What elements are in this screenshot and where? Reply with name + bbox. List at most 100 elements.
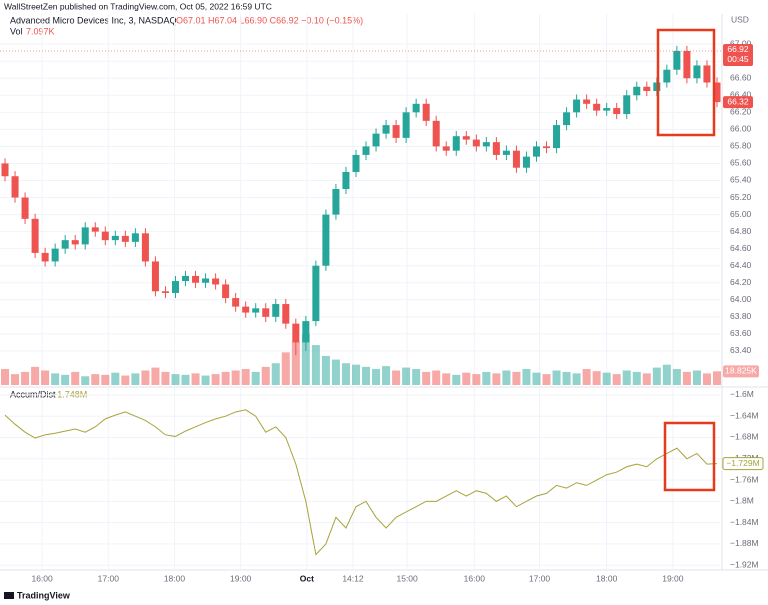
volume-bar — [612, 374, 621, 385]
volume-bar — [341, 363, 350, 385]
x-tick-label: 18:00 — [164, 573, 186, 583]
volume-bar — [692, 370, 701, 385]
volume-bar — [271, 363, 280, 385]
volume-bar — [131, 373, 140, 385]
candle-body — [262, 308, 270, 317]
y-tick-label: 63.40 — [730, 345, 752, 355]
y-tick-label: −1.92M — [730, 559, 759, 569]
ohlc-legend: O67.01 H67.04 L66.90 C66.92 −0.10 (−0.15… — [176, 15, 363, 25]
y-tick-label: −1.76M — [730, 474, 759, 484]
candle-body — [272, 304, 280, 317]
volume-bar — [181, 374, 190, 385]
indicator-title: Accum/Dist — [10, 389, 56, 399]
y-tick-label: 65.40 — [730, 175, 752, 185]
candle-body — [673, 50, 681, 70]
highlight-box — [656, 28, 716, 137]
candle-body — [683, 50, 691, 79]
candle-body — [603, 108, 611, 111]
volume-bar — [602, 372, 611, 385]
candle-body — [131, 233, 139, 242]
volume-bar — [121, 375, 130, 385]
volume-bar — [562, 371, 571, 385]
x-tick-label: 18:00 — [596, 573, 618, 583]
volume-bar — [51, 373, 60, 385]
volume-bar — [261, 366, 270, 385]
y-tick-label: 66.40 — [730, 90, 752, 100]
volume-bar — [331, 359, 340, 385]
candle-body — [51, 248, 59, 262]
y-tick-label: 66.00 — [730, 124, 752, 134]
y-tick-label: 67.00 — [730, 38, 752, 48]
last-value-label: −1.729M — [726, 458, 759, 468]
candle-body — [161, 291, 169, 293]
candle-body — [362, 146, 370, 155]
volume-bar — [351, 364, 360, 385]
candle-body — [171, 281, 179, 293]
x-tick-label: 19:00 — [230, 573, 252, 583]
y-tick-label: 65.60 — [730, 158, 752, 168]
x-tick-label: Oct — [300, 573, 314, 583]
volume-bar — [211, 374, 220, 385]
last-value-box — [722, 457, 764, 471]
candle-body — [432, 120, 440, 147]
candle-body — [282, 304, 290, 324]
volume-bar — [31, 366, 40, 385]
volume-bar — [91, 374, 100, 385]
y-tick-label: 63.80 — [730, 311, 752, 321]
volume-bar — [161, 371, 170, 385]
volume-bar — [291, 341, 300, 385]
volume-bar — [682, 371, 691, 385]
volume-legend: 7.097K — [26, 26, 55, 36]
volume-label-box — [723, 365, 759, 378]
candle-body — [312, 265, 320, 322]
volume-bar — [141, 370, 150, 385]
candle-body — [151, 261, 159, 292]
y-tick-label: −1.84M — [730, 517, 759, 527]
candle-body — [81, 227, 89, 245]
candle-body — [182, 275, 190, 282]
candle-body — [422, 103, 430, 121]
volume-bar — [512, 371, 521, 385]
y-tick-label: −1.6M — [730, 389, 754, 399]
volume-bar — [432, 370, 441, 385]
y-tick-label: 66.60 — [730, 72, 752, 82]
candle-body — [573, 99, 581, 113]
volume-bar — [532, 372, 541, 385]
candle-body — [713, 82, 721, 103]
candle-body — [342, 171, 350, 190]
volume-bar — [171, 374, 180, 385]
candle-body — [31, 218, 39, 253]
plot: 16:00 17:00 18:00 19:00 Oct 14:12 15:00 16:00 17… — [0, 14, 764, 583]
candle-body — [412, 103, 420, 113]
y-tick-label: 64.80 — [730, 226, 752, 236]
last-price-label: 66.92 — [727, 44, 749, 54]
volume-bar — [101, 374, 110, 385]
volume-bar — [412, 369, 421, 385]
candle-body — [553, 125, 561, 149]
volume-bar — [281, 352, 290, 385]
candle-body — [452, 136, 460, 151]
volume-bar — [201, 375, 210, 385]
y-tick-label: 63.60 — [730, 328, 752, 338]
volume-bar — [502, 370, 511, 385]
volume-title: Vol — [10, 26, 23, 36]
candle-body — [512, 150, 520, 168]
volume-bar — [241, 369, 250, 385]
volume-bar — [81, 376, 90, 385]
volume-bar — [191, 373, 200, 385]
candle-body — [462, 136, 470, 140]
volume-bar — [362, 366, 371, 385]
y-tick-label: 64.60 — [730, 243, 752, 253]
footer: TradingView — [17, 590, 71, 600]
candle-body — [442, 146, 450, 151]
volume-bar — [622, 370, 631, 385]
candle-body — [402, 112, 410, 138]
chart-title: Advanced Micro Devices Inc, 3, NASDAQ — [10, 15, 177, 25]
countdown-label: 00:45 — [727, 54, 749, 64]
candle-body — [382, 125, 390, 134]
candle-body — [71, 240, 79, 245]
y-tick-label: −1.68M — [730, 432, 759, 442]
candle-body — [322, 214, 330, 266]
candle-body — [502, 150, 510, 155]
